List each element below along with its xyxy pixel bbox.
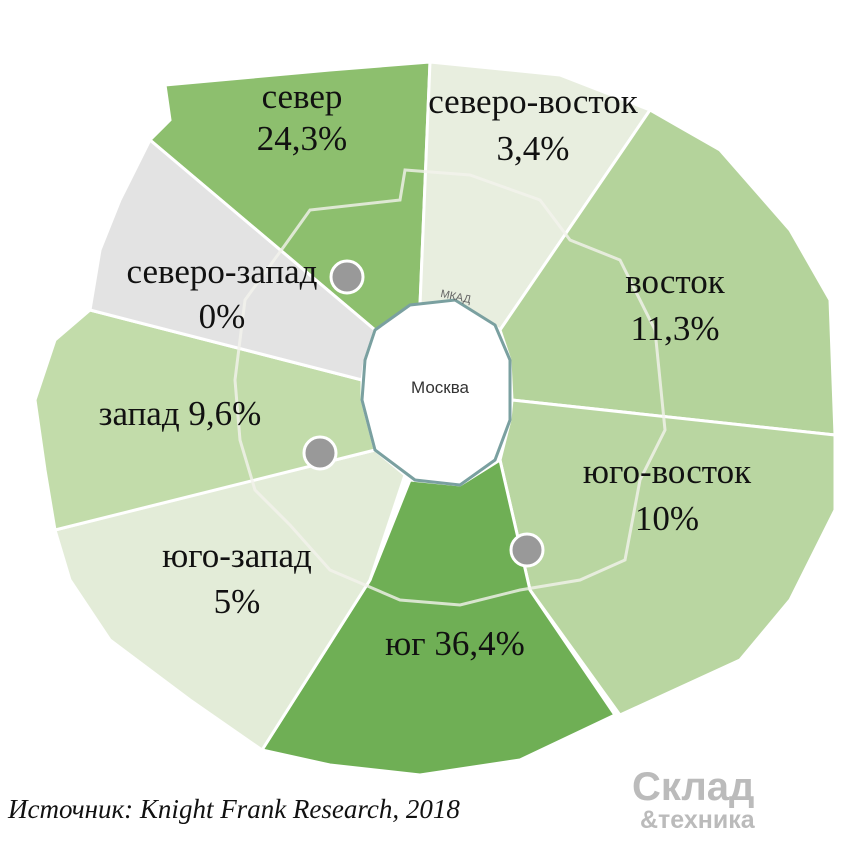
moscow-center [360,298,512,487]
region-name: юг [385,624,426,663]
logo-line2: &техника [640,806,756,834]
labels: север 24,3% северо-восток 3,4% восток 11… [99,77,752,663]
region-share: 0% [199,297,246,336]
region-share: 5% [214,582,261,621]
region-name: северо-запад [127,252,318,291]
ring-road [233,168,667,607]
region-share: 9,6% [188,394,261,433]
region-name: восток [625,262,726,301]
airport-icon [302,435,338,471]
center-label: Москва [411,378,470,397]
region-name: северо-восток [428,82,639,121]
region-share: 3,4% [497,129,570,168]
airport-icon [509,532,545,568]
region-share: 11,3% [630,309,719,348]
region-name: юго-восток [583,452,752,491]
airport-icon [329,259,365,295]
region-name: запад [99,394,180,433]
region-share: 24,3% [257,119,347,158]
region-name: север [262,77,343,116]
logo: Склад &техника [632,765,756,834]
logo-line1: Склад [632,765,754,809]
region-label: юг 36,4% [385,624,525,663]
region-share: 10% [635,499,699,538]
region-label: запад 9,6% [99,394,262,433]
map: Москва МКАД [33,60,837,777]
region-name: юго-запад [162,536,312,575]
airport-icons [302,259,545,568]
source: Источник: Knight Frank Research, 2018 [7,794,460,824]
region-share: 36,4% [434,624,524,663]
